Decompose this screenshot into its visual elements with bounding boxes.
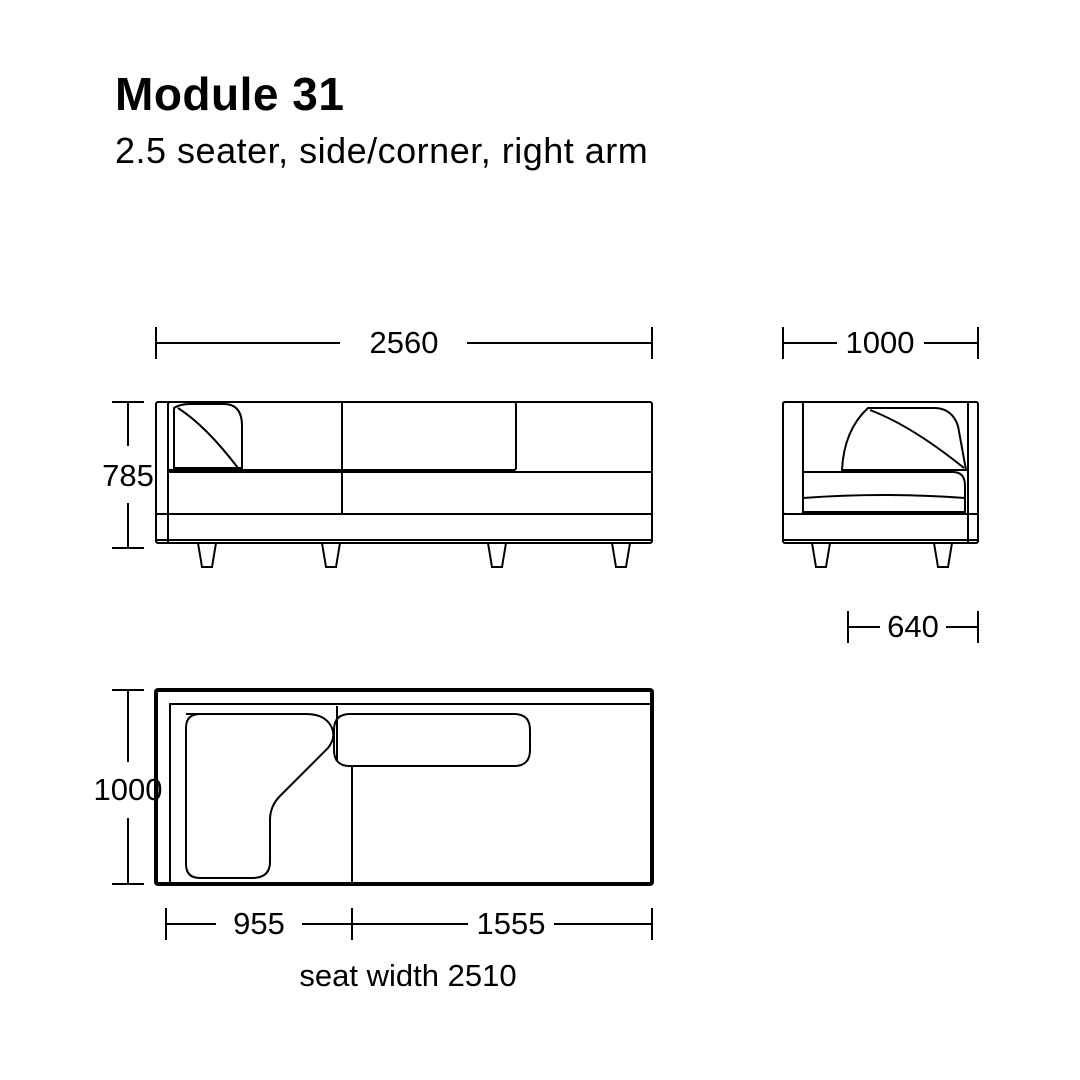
top-view: 1000: [94, 690, 652, 993]
page-subtitle: 2.5 seater, side/corner, right arm: [115, 130, 648, 171]
page-title: Module 31: [115, 68, 344, 120]
side-drawing: [783, 402, 978, 567]
front-drawing: [156, 402, 652, 567]
side-width-label: 1000: [846, 325, 915, 360]
top-seg2-label: 1555: [477, 906, 546, 941]
side-depth-label: 640: [887, 609, 939, 644]
top-drawing: [156, 690, 652, 884]
front-width-label: 2560: [370, 325, 439, 360]
side-view: 1000 640: [783, 325, 978, 644]
front-view: 2560 785: [102, 325, 652, 567]
top-depth-label: 1000: [94, 772, 163, 807]
top-seg1-label: 955: [233, 906, 285, 941]
front-height-label: 785: [102, 458, 154, 493]
top-seat-width-label: seat width 2510: [299, 958, 516, 993]
